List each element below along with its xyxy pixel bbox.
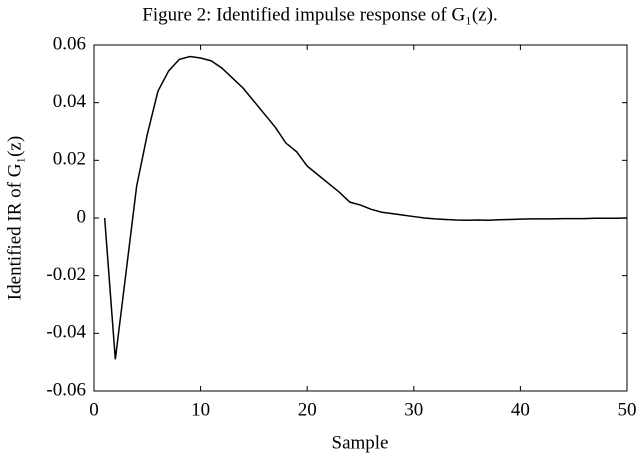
y-tick-label: -0.04: [46, 322, 86, 343]
y-tick-label: -0.02: [46, 264, 86, 285]
x-tick-label: 30: [404, 399, 423, 420]
x-tick-label: 20: [298, 399, 317, 420]
y-axis-label: Identified IR of G₁(z): [4, 136, 25, 300]
x-axis-label: Sample: [332, 432, 389, 453]
x-tick-label: 50: [618, 399, 637, 420]
data-line: [103, 55, 628, 360]
chart-title: Figure 2: Identified impulse response of…: [142, 4, 497, 25]
x-tick-label: 40: [511, 399, 530, 420]
plot-frame: [93, 44, 628, 392]
x-tick-label: 0: [89, 399, 99, 420]
y-tick-label: 0.02: [53, 149, 86, 170]
y-tick-label: 0.04: [53, 91, 87, 112]
y-tick-label: 0.06: [53, 33, 86, 54]
y-tick-label: 0: [77, 206, 87, 227]
y-tick-label: -0.06: [46, 379, 86, 400]
x-tick-label: 10: [191, 399, 210, 420]
